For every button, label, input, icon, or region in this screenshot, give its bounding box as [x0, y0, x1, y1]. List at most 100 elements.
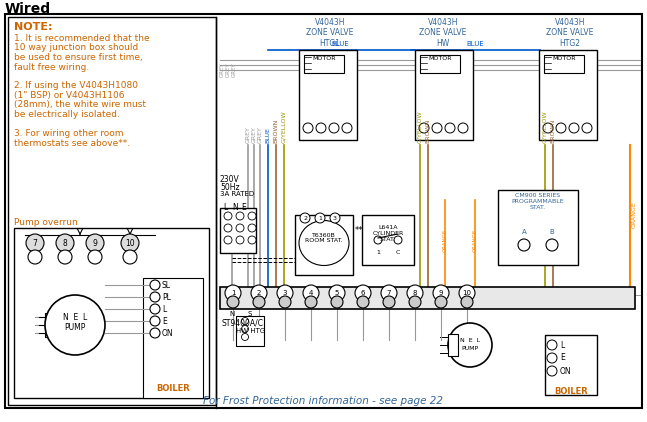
Circle shape — [225, 285, 241, 301]
Text: BOILER: BOILER — [156, 384, 190, 393]
Circle shape — [407, 285, 423, 301]
Circle shape — [88, 250, 102, 264]
Text: 2: 2 — [303, 216, 307, 221]
Text: C: C — [396, 250, 400, 255]
Circle shape — [329, 123, 339, 133]
Text: GREY: GREY — [232, 62, 237, 77]
Text: 10: 10 — [463, 290, 472, 296]
Circle shape — [150, 316, 160, 326]
Text: L641A
CYLINDER
STAT.: L641A CYLINDER STAT. — [373, 225, 404, 242]
Circle shape — [547, 353, 557, 363]
Bar — [539, 50, 597, 140]
Bar — [544, 55, 584, 73]
Text: MOTOR: MOTOR — [553, 57, 576, 62]
Circle shape — [305, 296, 317, 308]
Text: BROWN: BROWN — [426, 119, 430, 143]
Circle shape — [248, 236, 256, 244]
Circle shape — [547, 340, 557, 350]
Text: PUMP: PUMP — [461, 346, 479, 352]
Bar — [236, 316, 264, 346]
Text: be electrically isolated.: be electrically isolated. — [14, 110, 120, 119]
Text: NOTE:: NOTE: — [14, 22, 52, 32]
Circle shape — [383, 296, 395, 308]
Text: S: S — [248, 311, 252, 317]
Text: N  E  L: N E L — [63, 314, 87, 322]
Text: ORANGE: ORANGE — [632, 202, 637, 228]
Circle shape — [253, 296, 265, 308]
Circle shape — [123, 250, 137, 264]
Circle shape — [355, 285, 371, 301]
Text: For Frost Protection information - see page 22: For Frost Protection information - see p… — [203, 396, 443, 406]
Text: A: A — [521, 229, 527, 235]
Circle shape — [569, 123, 579, 133]
Circle shape — [315, 213, 325, 223]
Circle shape — [543, 123, 553, 133]
Bar — [299, 50, 357, 140]
Text: 6: 6 — [361, 290, 366, 296]
Text: V4043H
ZONE VALVE
HTG2: V4043H ZONE VALVE HTG2 — [546, 18, 594, 48]
Text: ORANGE: ORANGE — [472, 228, 477, 252]
Circle shape — [224, 236, 232, 244]
Text: E: E — [560, 354, 565, 362]
Text: PUMP: PUMP — [64, 322, 85, 332]
Text: 10 way junction box should: 10 way junction box should — [14, 43, 138, 52]
Text: GREY: GREY — [219, 62, 225, 77]
Text: Pump overrun: Pump overrun — [14, 218, 78, 227]
Text: 9: 9 — [93, 238, 98, 247]
Text: BROWN: BROWN — [274, 119, 278, 143]
Bar — [448, 334, 458, 356]
Text: 5: 5 — [334, 290, 339, 296]
Text: G/YELLOW: G/YELLOW — [542, 111, 547, 143]
Text: (1" BSP) or V4043H1106: (1" BSP) or V4043H1106 — [14, 91, 124, 100]
Circle shape — [58, 250, 72, 264]
Text: BOILER: BOILER — [554, 387, 588, 396]
Text: BLUE: BLUE — [265, 127, 270, 143]
Text: 7: 7 — [387, 290, 391, 296]
Text: MOTOR: MOTOR — [313, 57, 336, 62]
Text: N  E  L: N E L — [460, 338, 480, 343]
Text: V4043H
ZONE VALVE
HTG1: V4043H ZONE VALVE HTG1 — [306, 18, 354, 48]
Circle shape — [546, 239, 558, 251]
Bar — [8, 17, 216, 405]
Circle shape — [241, 333, 248, 341]
Text: GREY: GREY — [226, 62, 230, 77]
Text: SL: SL — [162, 281, 171, 289]
Text: ST9400A/C: ST9400A/C — [222, 318, 264, 327]
Text: HW HTG: HW HTG — [236, 328, 266, 334]
Circle shape — [419, 123, 429, 133]
Circle shape — [86, 234, 104, 252]
Text: BLUE: BLUE — [466, 41, 484, 47]
Bar — [295, 215, 353, 275]
Text: 4: 4 — [309, 290, 313, 296]
Circle shape — [448, 323, 492, 367]
Text: 8: 8 — [413, 290, 417, 296]
Text: MOTOR: MOTOR — [428, 57, 452, 62]
Text: 230V: 230V — [220, 175, 240, 184]
Text: 3A RATED: 3A RATED — [220, 191, 254, 197]
Text: 1: 1 — [231, 290, 236, 296]
Text: T6360B
ROOM STAT.: T6360B ROOM STAT. — [305, 233, 343, 243]
Bar — [545, 335, 597, 395]
Text: 3: 3 — [333, 216, 337, 221]
Text: 10: 10 — [125, 238, 135, 247]
Text: 7: 7 — [32, 238, 38, 247]
Text: 8: 8 — [63, 238, 67, 247]
Circle shape — [241, 317, 248, 325]
Circle shape — [248, 224, 256, 232]
Circle shape — [28, 250, 42, 264]
Text: **: ** — [355, 225, 364, 235]
Ellipse shape — [299, 221, 349, 265]
Circle shape — [236, 236, 244, 244]
Text: 3. For wiring other room: 3. For wiring other room — [14, 129, 124, 138]
Circle shape — [241, 325, 248, 333]
Circle shape — [409, 296, 421, 308]
Circle shape — [26, 234, 44, 252]
Text: ON: ON — [162, 328, 173, 338]
Circle shape — [432, 123, 442, 133]
Circle shape — [150, 280, 160, 290]
Text: L: L — [223, 203, 227, 212]
Text: be used to ensure first time,: be used to ensure first time, — [14, 53, 143, 62]
Text: 2: 2 — [257, 290, 261, 296]
Circle shape — [150, 292, 160, 302]
Text: G/YELLOW: G/YELLOW — [281, 111, 287, 143]
